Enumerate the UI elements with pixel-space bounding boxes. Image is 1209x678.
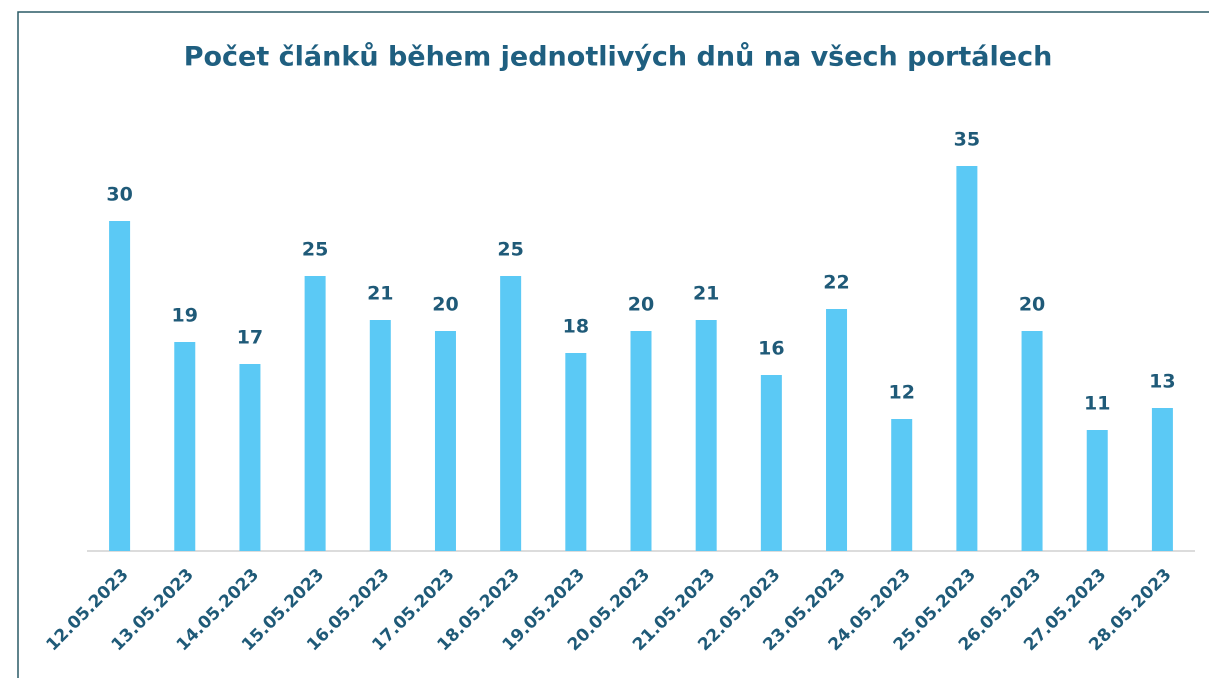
data-label: 16 [758,338,784,360]
bar [1021,331,1043,551]
data-label: 13 [1149,371,1175,393]
bar [434,331,456,551]
data-label: 18 [563,316,589,338]
data-label: 20 [432,294,458,316]
data-label: 21 [367,283,393,305]
bar [239,364,261,551]
bar [891,419,913,551]
bar [369,320,391,551]
bar [956,166,978,551]
data-label: 30 [106,184,132,206]
bar [1151,408,1173,551]
bar [1086,430,1108,551]
bar [174,342,196,551]
bar [826,309,848,551]
data-label: 20 [628,294,654,316]
bar [565,353,587,551]
data-label: 17 [237,327,263,349]
data-label: 35 [954,129,980,151]
data-label: 12 [888,382,914,404]
frame [17,11,1209,678]
bar [695,320,717,551]
chart-title: Počet článků během jednotlivých dnů na v… [184,42,1053,73]
data-label: 25 [302,239,328,261]
data-label: 11 [1084,393,1110,415]
bar [630,331,652,551]
data-label: 21 [693,283,719,305]
data-label: 22 [823,272,849,294]
bar [304,276,326,551]
data-label: 20 [1019,294,1045,316]
data-label: 19 [172,305,198,327]
bar [109,221,131,551]
data-label: 25 [497,239,523,261]
bar [760,375,782,551]
bar [500,276,522,551]
